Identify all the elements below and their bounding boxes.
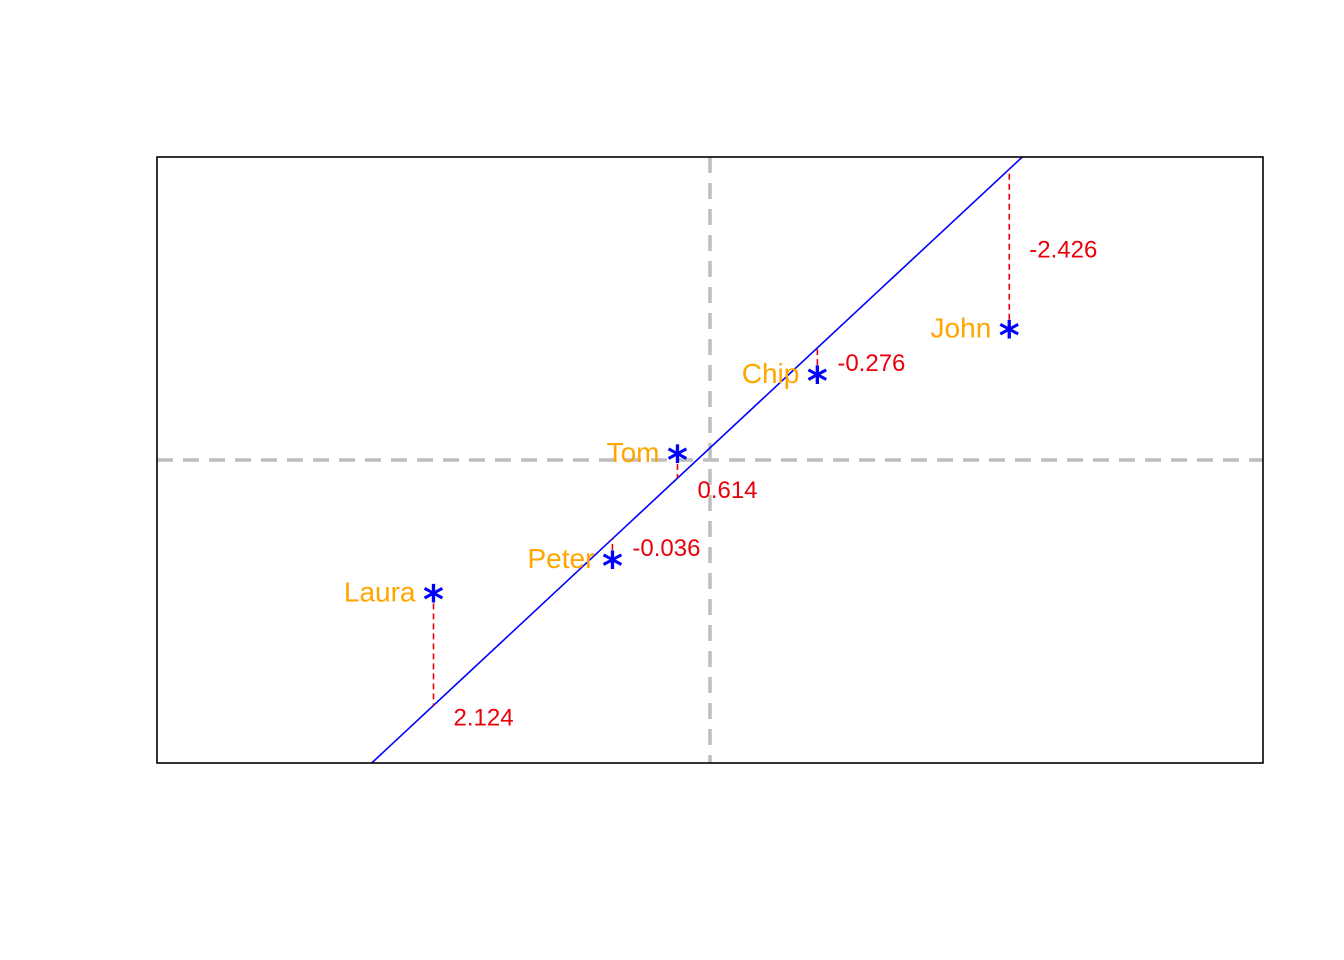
residual-label-laura: 2.124 [454, 704, 514, 731]
regression-line [370, 157, 1024, 763]
plot-area: -2.426*John-0.276*Chip0.614*Tom-0.036*Pe… [156, 156, 1264, 764]
data-point-john: * [999, 314, 1020, 360]
residual-label-peter: -0.036 [632, 535, 700, 562]
residual-label-chip: -0.276 [837, 350, 905, 377]
data-point-tom: * [667, 438, 688, 484]
point-label-peter: Peter [527, 543, 594, 574]
data-point-chip: * [807, 359, 828, 405]
point-label-laura: Laura [344, 576, 416, 607]
residual-label-john: -2.426 [1029, 236, 1097, 263]
residual-label-tom: 0.614 [697, 477, 757, 504]
plot-frame [156, 156, 1264, 764]
point-label-john: John [931, 313, 992, 344]
data-point-peter: * [602, 544, 623, 590]
point-label-tom: Tom [607, 437, 660, 468]
data-point-laura: * [423, 577, 444, 623]
point-label-chip: Chip [742, 358, 800, 389]
